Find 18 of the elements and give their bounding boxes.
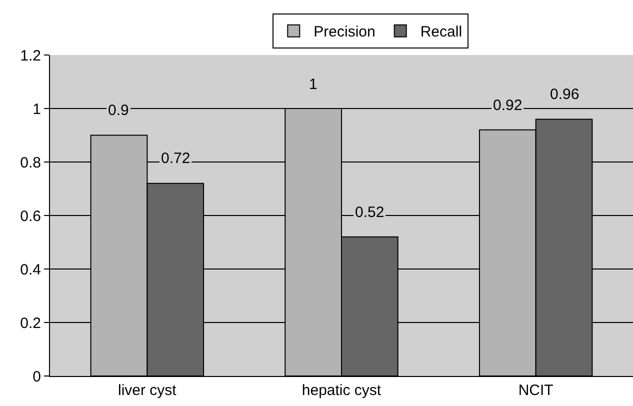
x-tick-label: hepatic cyst xyxy=(302,382,382,399)
data-label: 0.9 xyxy=(108,102,129,119)
y-tick-label: 1.2 xyxy=(20,47,41,64)
x-tick-label: NCIT xyxy=(518,382,554,399)
y-tick-label: 0.2 xyxy=(20,314,41,332)
y-tick-label: 0.4 xyxy=(20,261,41,278)
y-tick-label: 0.8 xyxy=(20,154,41,172)
data-label: 0.52 xyxy=(355,204,384,221)
y-tick-label: 1 xyxy=(32,100,41,118)
legend-label: Precision xyxy=(314,24,376,41)
data-label: 0.96 xyxy=(550,86,580,103)
y-tick-label: 0 xyxy=(32,368,41,386)
legend-label: Recall xyxy=(420,24,462,41)
data-label: 0.92 xyxy=(493,97,522,114)
y-tick-label: 0.6 xyxy=(20,208,41,225)
data-label: 1 xyxy=(309,76,318,93)
data-label: 0.72 xyxy=(161,150,190,167)
x-tick-label: liver cyst xyxy=(118,382,178,399)
